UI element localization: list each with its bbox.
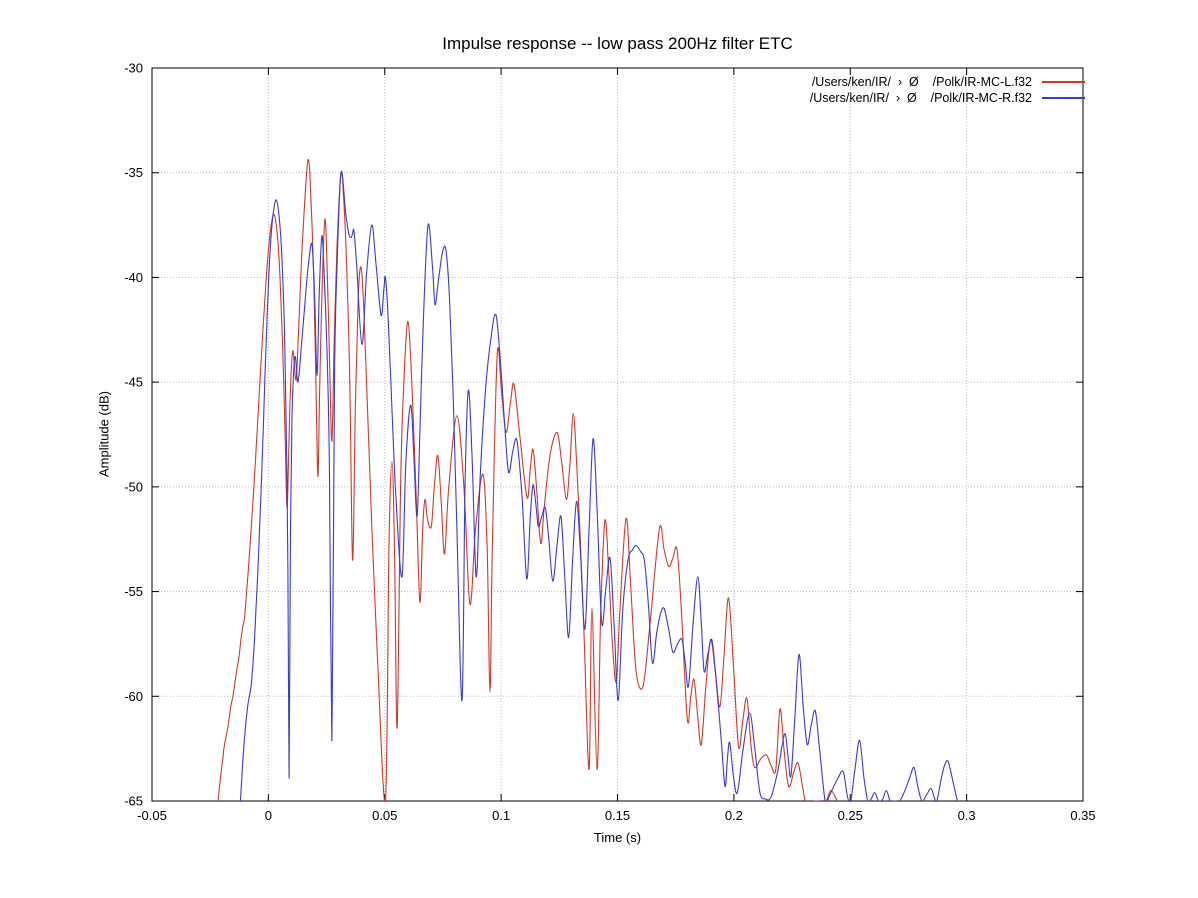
- x-tick-label: 0.3: [958, 808, 976, 823]
- y-tick-label: -60: [124, 689, 143, 704]
- x-axis-label: Time (s): [593, 830, 642, 845]
- legend-label: /Users/ken/IR/ › Ø /Polk/IR-MC-L.f32: [811, 74, 1032, 89]
- x-tick-label: 0.1: [492, 808, 510, 823]
- y-tick-label: -65: [124, 794, 143, 809]
- x-tick-label: 0.25: [838, 808, 863, 823]
- series-line-left-channel: [217, 158, 838, 801]
- legend-line-sample-blue: [1042, 96, 1085, 99]
- legend-label: /Users/ken/IR/ › Ø /Polk/IR-MC-R.f32: [809, 90, 1032, 105]
- x-tick-label: 0: [265, 808, 272, 823]
- y-tick-label: -55: [124, 584, 143, 599]
- x-tick-label: 0.15: [605, 808, 630, 823]
- y-tick-label: -45: [124, 375, 143, 390]
- chart-title: Impulse response -- low pass 200Hz filte…: [442, 34, 793, 53]
- x-tick-label: 0.2: [725, 808, 743, 823]
- y-tick-label: -35: [124, 165, 143, 180]
- y-tick-label: -40: [124, 270, 143, 285]
- legend-entry-left-channel: /Users/ken/IR/ › Ø /Polk/IR-MC-L.f32: [810, 74, 1085, 89]
- legend: /Users/ken/IR/ › Ø /Polk/IR-MC-L.f32 /Us…: [810, 74, 1085, 105]
- legend-line-sample-red: [1042, 80, 1085, 83]
- y-tick-label: -30: [124, 61, 143, 76]
- legend-entry-right-channel: /Users/ken/IR/ › Ø /Polk/IR-MC-R.f32: [810, 90, 1085, 105]
- series-line-right-channel: [239, 170, 958, 801]
- x-tick-label: 0.35: [1070, 808, 1095, 823]
- x-tick-label: 0.05: [372, 808, 397, 823]
- y-tick-label: -50: [124, 479, 143, 494]
- x-tick-label: -0.05: [137, 808, 167, 823]
